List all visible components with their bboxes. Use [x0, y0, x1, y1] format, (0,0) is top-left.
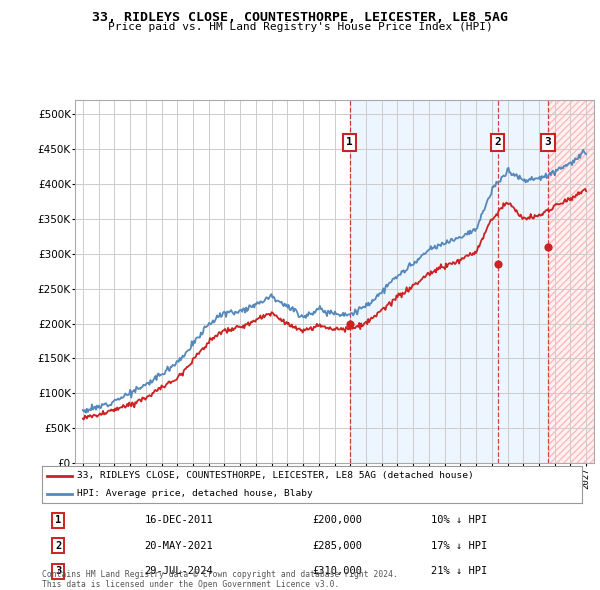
Text: 10% ↓ HPI: 10% ↓ HPI — [431, 515, 487, 525]
Point — [345, 319, 355, 328]
Text: 3: 3 — [55, 566, 61, 576]
Bar — [548, 100, 594, 463]
Point — [543, 242, 553, 251]
Text: Price paid vs. HM Land Registry's House Price Index (HPI): Price paid vs. HM Land Registry's House … — [107, 22, 493, 32]
Bar — [350, 100, 548, 463]
Text: 2: 2 — [494, 137, 501, 147]
Text: 3: 3 — [545, 137, 551, 147]
Text: 1: 1 — [346, 137, 353, 147]
Text: HPI: Average price, detached house, Blaby: HPI: Average price, detached house, Blab… — [77, 489, 313, 498]
Text: 33, RIDLEYS CLOSE, COUNTESTHORPE, LEICESTER, LE8 5AG (detached house): 33, RIDLEYS CLOSE, COUNTESTHORPE, LEICES… — [77, 471, 474, 480]
Text: 2: 2 — [55, 541, 61, 551]
Text: 20-MAY-2021: 20-MAY-2021 — [145, 541, 214, 551]
Bar — [548, 100, 594, 463]
Text: 29-JUL-2024: 29-JUL-2024 — [145, 566, 214, 576]
Text: £200,000: £200,000 — [312, 515, 362, 525]
Text: £310,000: £310,000 — [312, 566, 362, 576]
Text: Contains HM Land Registry data © Crown copyright and database right 2024.
This d: Contains HM Land Registry data © Crown c… — [42, 570, 398, 589]
Point — [493, 260, 503, 269]
Text: 17% ↓ HPI: 17% ↓ HPI — [431, 541, 487, 551]
Text: £285,000: £285,000 — [312, 541, 362, 551]
Text: 21% ↓ HPI: 21% ↓ HPI — [431, 566, 487, 576]
Text: 1: 1 — [55, 515, 61, 525]
Text: 33, RIDLEYS CLOSE, COUNTESTHORPE, LEICESTER, LE8 5AG: 33, RIDLEYS CLOSE, COUNTESTHORPE, LEICES… — [92, 11, 508, 24]
Text: 16-DEC-2011: 16-DEC-2011 — [145, 515, 214, 525]
